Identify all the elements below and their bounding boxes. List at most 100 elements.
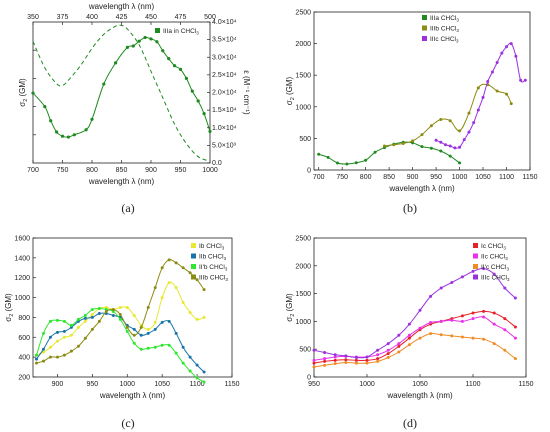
- data-point: [118, 306, 122, 309]
- x2-tick-label: 350: [27, 14, 39, 21]
- data-point: [482, 309, 486, 313]
- x2-tick-label: 450: [145, 14, 157, 21]
- x-tick-label: 1100: [465, 381, 480, 388]
- data-point: [174, 351, 178, 355]
- data-point: [471, 269, 475, 273]
- data-point: [55, 330, 59, 334]
- caption-d: (d): [403, 416, 417, 430]
- data-point: [83, 319, 87, 323]
- y-tick-label: 1000: [295, 104, 311, 111]
- data-point: [505, 45, 509, 49]
- data-point: [125, 325, 129, 329]
- data-point: [513, 336, 517, 340]
- data-point: [62, 353, 66, 357]
- legend-label: IIIb CHCl3: [199, 275, 228, 283]
- y-tick-label: 1000: [295, 319, 311, 326]
- data-point: [167, 57, 171, 61]
- legend-swatch: [191, 264, 196, 269]
- data-point: [335, 161, 339, 165]
- data-point: [174, 331, 178, 335]
- y-axis-label: σ2 (GM): [4, 293, 15, 322]
- data-point: [146, 327, 150, 331]
- legend-label: IIIa CHCl3: [430, 15, 459, 23]
- data-point: [429, 321, 433, 325]
- x-tick-label: 750: [336, 174, 348, 181]
- x-tick-label: 900: [52, 381, 64, 388]
- x-tick-label: 1000: [202, 167, 218, 174]
- data-point: [450, 280, 454, 284]
- data-point: [190, 89, 194, 93]
- data-point: [143, 35, 147, 40]
- data-point: [48, 335, 52, 339]
- data-point: [97, 311, 101, 315]
- data-point: [69, 323, 73, 327]
- data-point: [202, 315, 206, 319]
- data-point: [178, 67, 183, 71]
- data-point: [118, 312, 122, 316]
- data-point: [149, 37, 153, 41]
- caption-b: (b): [403, 201, 417, 215]
- legend-label: IIIc CHCl3: [430, 36, 459, 44]
- data-point: [472, 121, 476, 125]
- data-point: [90, 117, 94, 121]
- series-line: [435, 42, 526, 149]
- y-tick-label: 1200: [14, 275, 30, 282]
- data-point: [76, 317, 80, 321]
- legend-swatch: [191, 243, 196, 248]
- data-point: [429, 294, 433, 298]
- x-tick-label: 800: [360, 174, 372, 181]
- data-point: [132, 333, 136, 337]
- data-point: [153, 345, 157, 349]
- series-line: [36, 312, 205, 373]
- x-tick-label: 1050: [475, 174, 491, 181]
- data-point: [429, 124, 433, 128]
- data-point: [160, 296, 164, 300]
- data-point: [181, 361, 185, 365]
- data-point: [139, 347, 143, 351]
- panel-d-chart: 950 1000 1050 1100 1150 wavelength λ (nm) 0 500…: [285, 236, 534, 401]
- data-point: [471, 317, 475, 321]
- x-tick-label: 950: [87, 381, 99, 388]
- data-point: [429, 332, 433, 336]
- data-point: [181, 266, 185, 270]
- data-point: [458, 129, 462, 133]
- x2-tick-label: 400: [86, 14, 98, 21]
- data-point: [167, 281, 171, 285]
- data-point: [97, 319, 101, 323]
- data-point: [418, 308, 422, 312]
- data-point: [312, 358, 316, 362]
- y-tick-label: 0: [307, 375, 311, 382]
- data-point: [132, 341, 136, 345]
- data-point: [181, 345, 185, 349]
- data-point: [160, 320, 164, 324]
- data-point: [492, 322, 496, 326]
- data-point: [382, 144, 386, 148]
- data-point: [195, 278, 199, 282]
- data-point: [153, 327, 157, 331]
- data-point: [202, 380, 206, 384]
- legend-swatch: [191, 274, 196, 280]
- data-point: [482, 315, 486, 319]
- data-point: [153, 320, 157, 324]
- x-tick-label: 950: [175, 167, 187, 174]
- data-point: [167, 319, 171, 323]
- y-tick-label: 1500: [295, 291, 311, 298]
- data-point: [312, 361, 316, 365]
- data-point: [407, 333, 411, 337]
- data-point: [439, 333, 443, 337]
- data-point: [373, 150, 377, 154]
- data-point: [443, 143, 447, 147]
- data-point: [83, 336, 87, 340]
- data-point: [55, 318, 59, 322]
- panel-c-chart: 900 950 1000 1050 1100 1150 wavelength λ (nm) 2…: [4, 236, 240, 401]
- legend-label: IIIa in CHCl3: [163, 28, 199, 36]
- data-point: [48, 345, 52, 349]
- data-point: [434, 138, 438, 142]
- data-point: [471, 311, 475, 315]
- y2-tick-label: 3.5×10⁴: [212, 37, 237, 44]
- data-point: [102, 82, 106, 86]
- data-point: [188, 310, 192, 314]
- y2-axis-label: ε (M⁻¹ cm⁻¹): [242, 70, 251, 115]
- x-axis-label: wavelength λ (nm): [386, 391, 453, 400]
- data-point: [492, 311, 496, 315]
